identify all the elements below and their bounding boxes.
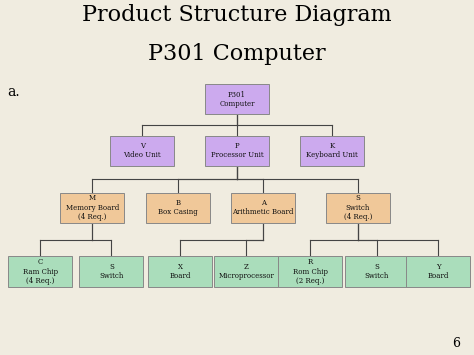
Text: P301
Computer: P301 Computer xyxy=(219,91,255,108)
Text: C
Ram Chip
(4 Req.): C Ram Chip (4 Req.) xyxy=(23,258,58,285)
Text: S
Switch
(4 Req.): S Switch (4 Req.) xyxy=(344,195,372,221)
FancyBboxPatch shape xyxy=(279,256,342,287)
Text: S
Switch: S Switch xyxy=(99,263,124,280)
Text: P301 Computer: P301 Computer xyxy=(148,43,326,65)
Text: S
Switch: S Switch xyxy=(365,263,389,280)
Text: A
Arithmetic Board: A Arithmetic Board xyxy=(232,199,294,216)
FancyBboxPatch shape xyxy=(345,256,409,287)
Text: Product Structure Diagram: Product Structure Diagram xyxy=(82,4,392,26)
FancyBboxPatch shape xyxy=(8,256,72,287)
Text: Z
Microprocessor: Z Microprocessor xyxy=(219,263,274,280)
Text: P
Processor Unit: P Processor Unit xyxy=(210,142,264,159)
Text: B
Box Casing: B Box Casing xyxy=(158,199,198,216)
FancyBboxPatch shape xyxy=(407,256,470,287)
FancyBboxPatch shape xyxy=(110,136,174,166)
Text: X
Board: X Board xyxy=(169,263,191,280)
Text: Y
Board: Y Board xyxy=(428,263,449,280)
Text: a.: a. xyxy=(7,85,20,99)
FancyBboxPatch shape xyxy=(61,192,124,223)
FancyBboxPatch shape xyxy=(231,192,295,223)
Text: R
Rom Chip
(2 Req.): R Rom Chip (2 Req.) xyxy=(293,258,328,285)
FancyBboxPatch shape xyxy=(148,256,212,287)
FancyBboxPatch shape xyxy=(300,136,364,166)
FancyBboxPatch shape xyxy=(146,192,210,223)
FancyBboxPatch shape xyxy=(326,192,390,223)
FancyBboxPatch shape xyxy=(205,136,269,166)
Text: V
Video Unit: V Video Unit xyxy=(123,142,161,159)
Text: K
Keyboard Unit: K Keyboard Unit xyxy=(306,142,358,159)
FancyBboxPatch shape xyxy=(79,256,143,287)
Text: M
Memory Board
(4 Req.): M Memory Board (4 Req.) xyxy=(66,195,119,221)
FancyBboxPatch shape xyxy=(214,256,279,287)
Text: 6: 6 xyxy=(452,337,460,350)
FancyBboxPatch shape xyxy=(205,84,269,114)
